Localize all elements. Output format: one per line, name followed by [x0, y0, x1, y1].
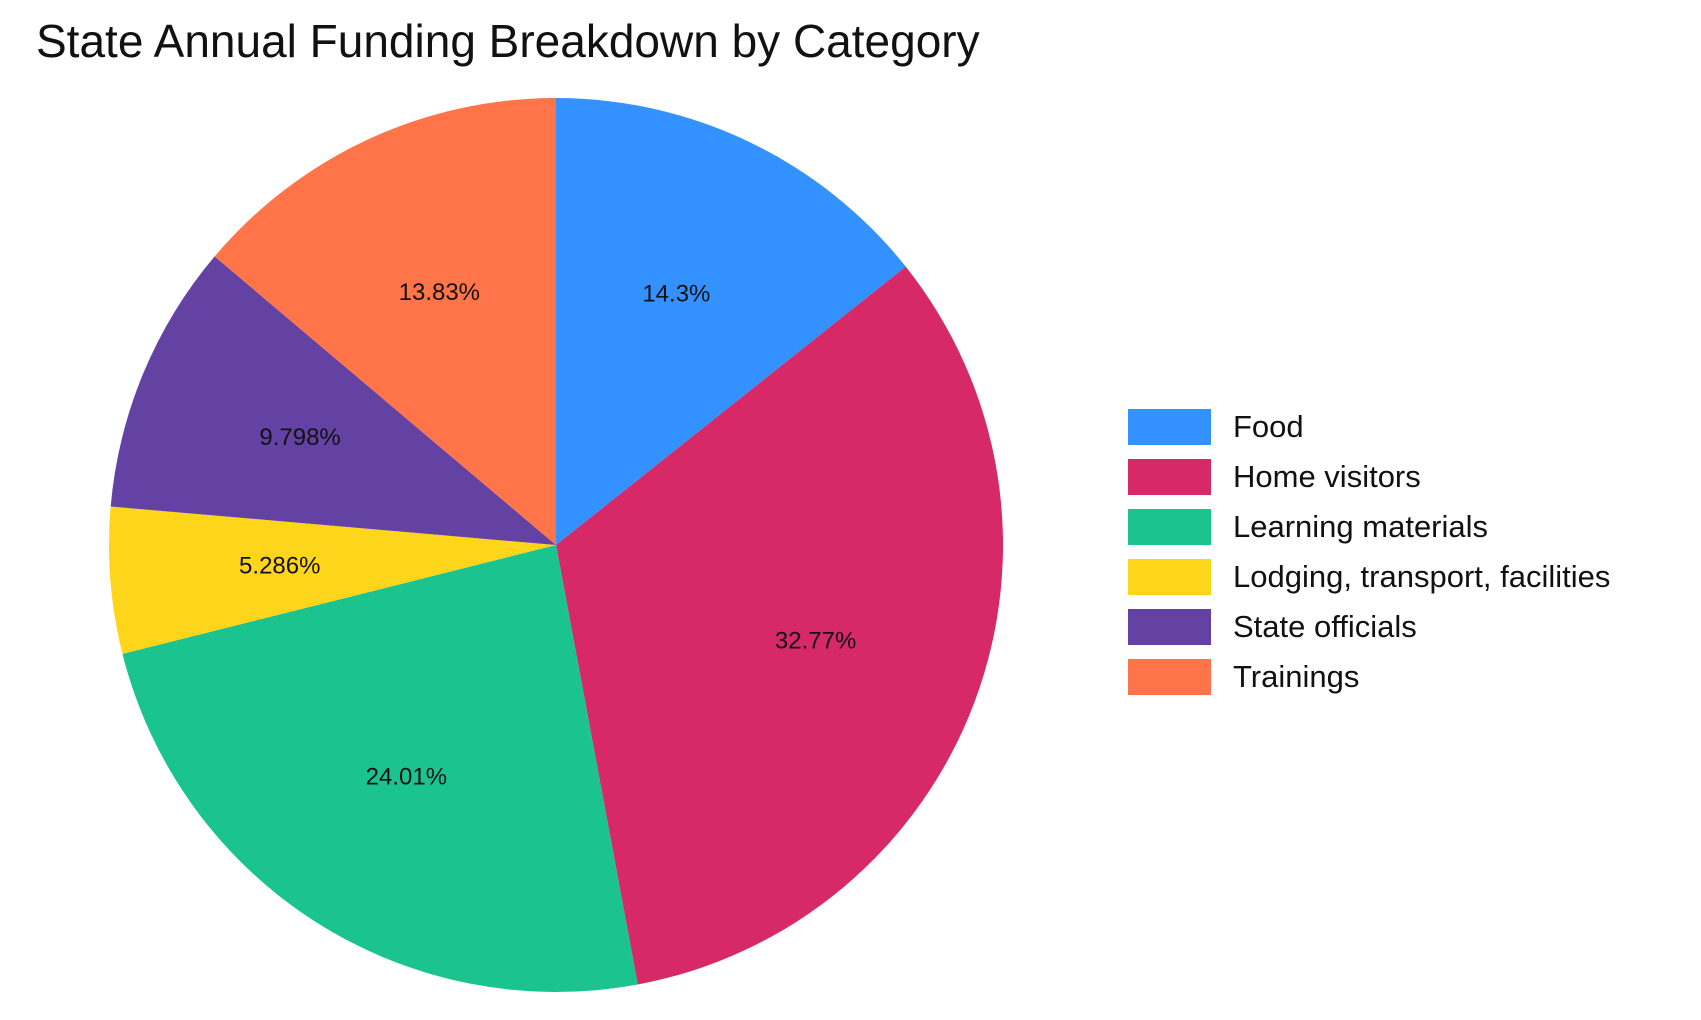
- legend-label: State officials: [1233, 609, 1417, 644]
- legend-swatch: [1128, 559, 1211, 595]
- slice-label-state-officials: 9.798%: [259, 424, 340, 451]
- legend-label: Food: [1233, 409, 1304, 444]
- pie-slice-learning-materials: [122, 545, 638, 992]
- legend-label: Trainings: [1233, 659, 1360, 694]
- legend-swatch: [1128, 409, 1211, 445]
- legend-item-food: Food: [1128, 402, 1610, 452]
- slice-label-home-visitors: 32.77%: [775, 627, 856, 654]
- slice-label-learning-materials: 24.01%: [366, 764, 447, 791]
- legend-item-state-officials: State officials: [1128, 602, 1610, 652]
- chart-title: State Annual Funding Breakdown by Catego…: [36, 15, 980, 67]
- legend: Food Home visitors Learning materials Lodgi…: [1128, 402, 1610, 702]
- legend-swatch: [1128, 459, 1211, 495]
- legend-swatch: [1128, 609, 1211, 645]
- pie-slice-labels: 14.3% 32.77% 24.01% 5.286% 9.798% 13.83%: [239, 279, 856, 791]
- legend-item-trainings: Trainings: [1128, 652, 1610, 702]
- slice-label-lodging-transport-facilities: 5.286%: [239, 552, 320, 579]
- legend-item-learning-materials: Learning materials: [1128, 502, 1610, 552]
- legend-label: Learning materials: [1233, 509, 1489, 544]
- legend-swatch: [1128, 659, 1211, 695]
- pie-slice-home-visitors: [556, 266, 1003, 985]
- legend-label: Lodging, transport, facilities: [1233, 559, 1611, 594]
- legend-label: Home visitors: [1233, 459, 1421, 494]
- slice-label-trainings: 13.83%: [399, 279, 480, 306]
- pie-slice-state-officials: [110, 256, 556, 545]
- pie-slice-food: [556, 98, 906, 545]
- pie-slice-trainings: [214, 98, 556, 545]
- pie-slice-lodging-transport-facilities: [109, 506, 556, 654]
- legend-item-home-visitors: Home visitors: [1128, 452, 1610, 502]
- legend-swatch: [1128, 509, 1211, 545]
- slice-label-food: 14.3%: [642, 281, 710, 308]
- pie-slices: [109, 98, 1003, 992]
- legend-item-lodging-transport-facilities: Lodging, transport, facilities: [1128, 552, 1610, 602]
